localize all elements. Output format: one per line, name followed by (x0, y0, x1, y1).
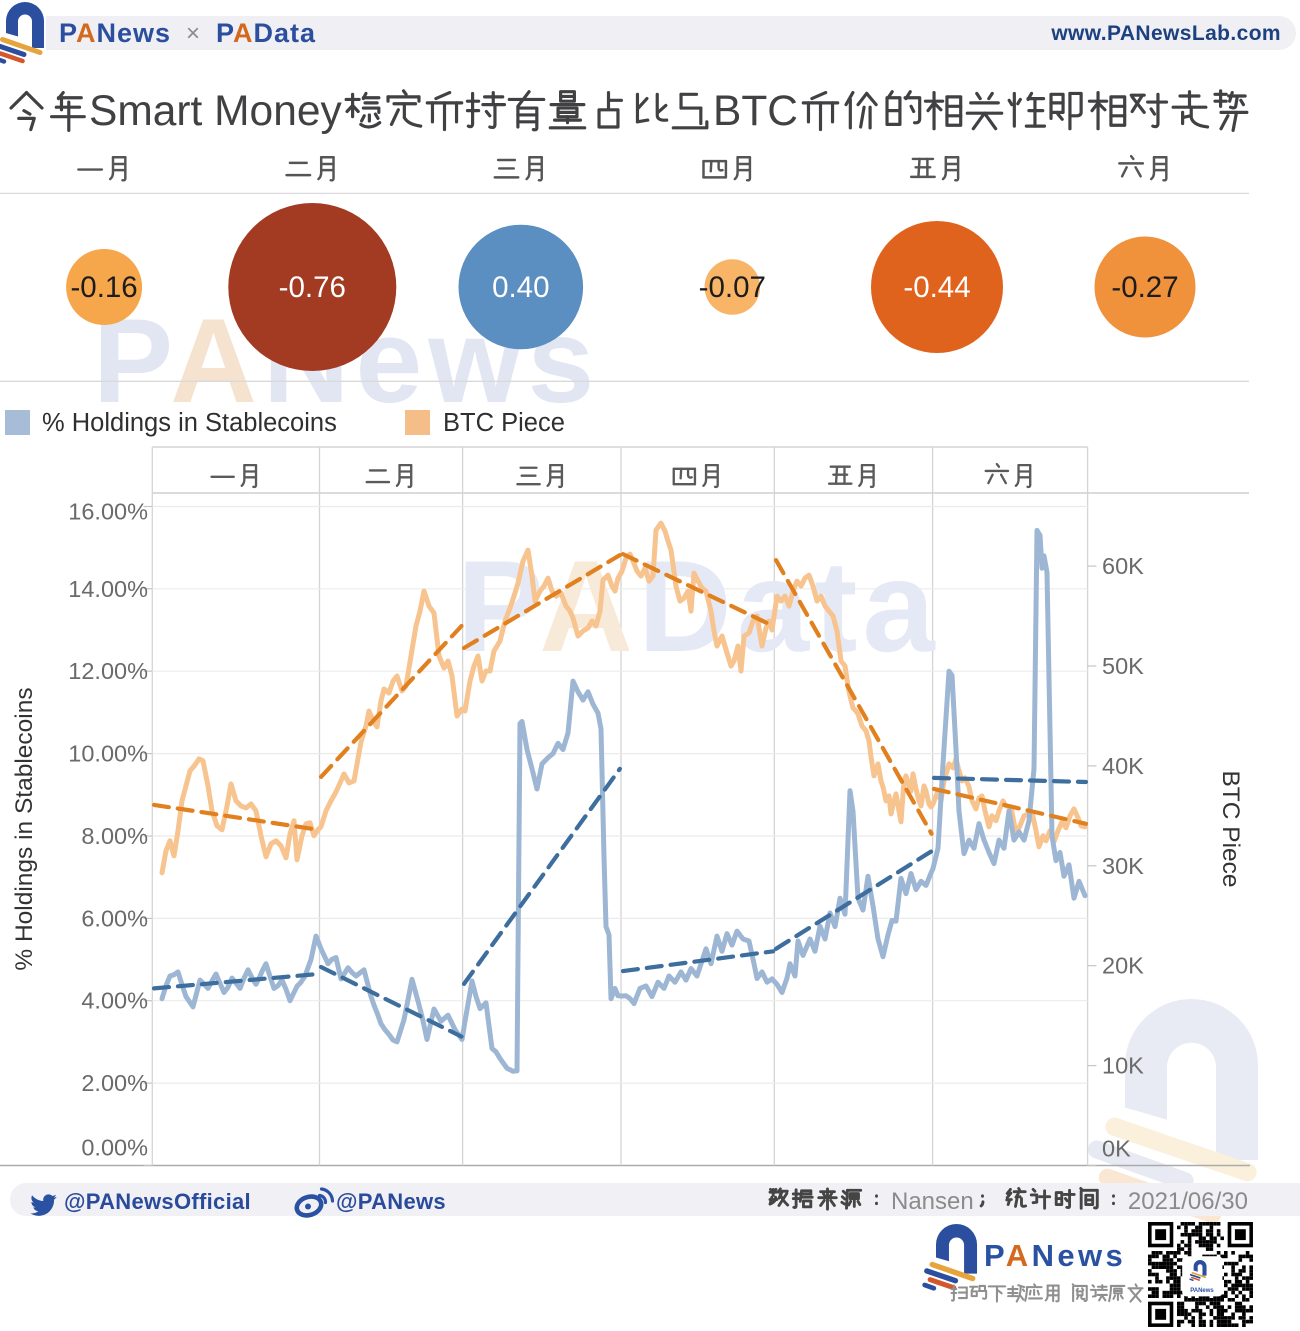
svg-text:8.00%: 8.00% (81, 823, 148, 849)
svg-text:60K: 60K (1102, 553, 1144, 579)
svg-text:20K: 20K (1102, 953, 1144, 979)
svg-text:×: × (186, 20, 200, 47)
svg-text:2.00%: 2.00% (81, 1070, 148, 1096)
svg-text:PANews: PANews (984, 1238, 1126, 1273)
svg-text:@PANewsOfficial: @PANewsOfficial (64, 1189, 251, 1214)
svg-text:-0.27: -0.27 (1111, 271, 1178, 304)
svg-text:-0.76: -0.76 (279, 271, 346, 304)
svg-text:@PANews: @PANews (336, 1189, 446, 1214)
svg-text:16.00%: 16.00% (68, 499, 148, 525)
svg-text:0.40: 0.40 (492, 271, 549, 304)
svg-text:% Holdings in Stablecoins: % Holdings in Stablecoins (11, 687, 38, 970)
svg-text:50K: 50K (1102, 653, 1144, 679)
svg-text:Smart Money: Smart Money (89, 88, 342, 135)
svg-text:12.00%: 12.00% (68, 658, 148, 684)
svg-text:% Holdings in Stablecoins: % Holdings in Stablecoins (42, 409, 337, 437)
svg-text:40K: 40K (1102, 753, 1144, 779)
svg-text:-0.44: -0.44 (903, 271, 970, 304)
svg-text:-0.07: -0.07 (699, 271, 766, 304)
svg-text:-0.16: -0.16 (70, 271, 137, 304)
svg-text:10K: 10K (1102, 1053, 1144, 1079)
svg-text:2021/06/30: 2021/06/30 (1128, 1188, 1248, 1215)
svg-text:www.PANewsLab.com: www.PANewsLab.com (1050, 22, 1281, 45)
svg-text:6.00%: 6.00% (81, 905, 148, 931)
svg-text:0.00%: 0.00% (81, 1135, 148, 1161)
svg-text:PANews: PANews (1190, 1288, 1214, 1294)
svg-text:0K: 0K (1102, 1136, 1131, 1162)
svg-text:4.00%: 4.00% (81, 988, 148, 1014)
svg-text:PAData: PAData (216, 18, 316, 48)
svg-text:14.00%: 14.00% (68, 576, 148, 602)
svg-text:Nansen: Nansen (891, 1188, 974, 1215)
svg-text:BTC: BTC (713, 88, 798, 135)
svg-text:BTC Piece: BTC Piece (443, 409, 565, 437)
svg-text:30K: 30K (1102, 853, 1144, 879)
svg-text:BTC Piece: BTC Piece (1217, 770, 1244, 887)
svg-text:PANews: PANews (59, 18, 171, 48)
svg-text:10.00%: 10.00% (68, 741, 148, 767)
